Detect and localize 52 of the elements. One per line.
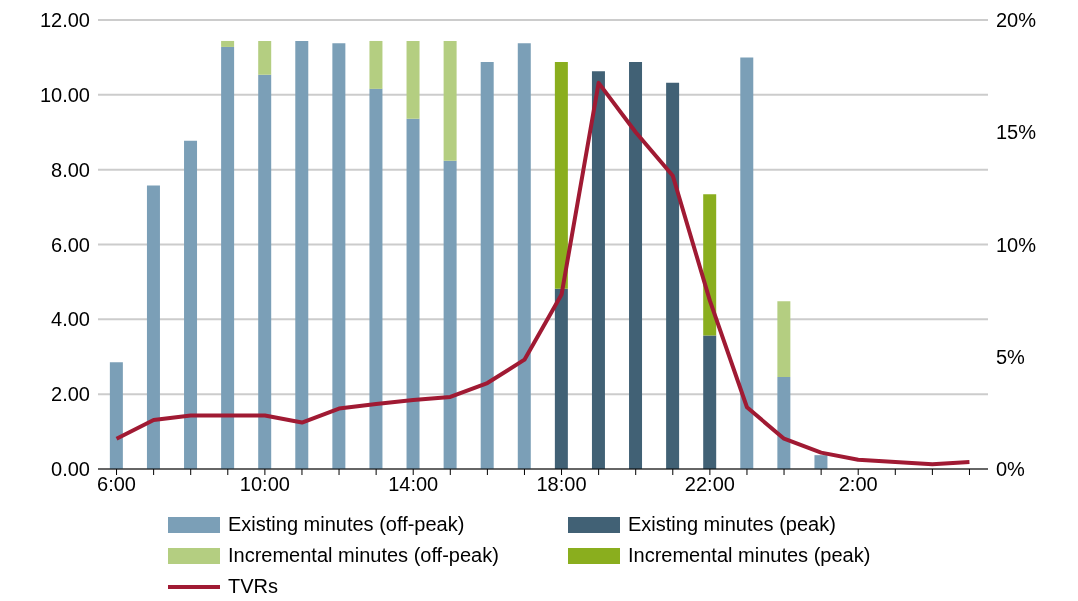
- line-series: [114, 80, 972, 467]
- bar: [629, 61, 643, 469]
- legend-label: Incremental minutes (peak): [628, 544, 871, 567]
- bar: [295, 40, 309, 469]
- legend-label: Existing minutes (peak): [628, 513, 836, 536]
- y2-tick-label: 10%: [996, 233, 1037, 256]
- bar: [666, 82, 680, 469]
- x-tick-label: 14:00: [388, 473, 439, 496]
- bar: [109, 362, 123, 469]
- y-tick-label: 12.00: [39, 9, 90, 32]
- bar: [517, 43, 531, 469]
- bar: [258, 40, 272, 75]
- bar: [258, 74, 272, 469]
- bar: [221, 40, 235, 47]
- y-tick-label: 6.00: [51, 233, 90, 256]
- bar: [703, 194, 717, 336]
- bar: [554, 288, 568, 469]
- bar: [740, 57, 754, 469]
- y-tick-label: 2.00: [51, 383, 90, 406]
- bar: [146, 185, 160, 469]
- bar: [554, 61, 568, 289]
- y-tick-label: 8.00: [51, 158, 90, 181]
- bar: [443, 160, 457, 469]
- bar: [703, 335, 717, 469]
- y2-tick-label: 15%: [996, 121, 1037, 144]
- legend-label: TVRs: [228, 575, 278, 598]
- y2-tick-label: 20%: [996, 9, 1037, 32]
- bar: [591, 71, 605, 469]
- bar: [406, 40, 420, 119]
- y-tick-label: 0.00: [51, 458, 90, 481]
- bar: [406, 118, 420, 469]
- y-tick-label: 4.00: [51, 308, 90, 331]
- bar: [369, 88, 383, 469]
- bar: [814, 455, 828, 469]
- bar: [221, 46, 235, 469]
- bar: [480, 61, 494, 469]
- bar: [369, 40, 383, 89]
- x-tick-label: 18:00: [536, 473, 587, 496]
- x-tick-label: 22:00: [684, 473, 735, 496]
- y2-tick-label: 0%: [996, 458, 1026, 481]
- bar: [332, 43, 346, 469]
- legend-label: Incremental minutes (off-peak): [228, 544, 499, 567]
- y2-tick-label: 5%: [996, 345, 1026, 368]
- x-tick-label: 10:00: [239, 473, 290, 496]
- y-tick-label: 10.00: [39, 83, 90, 106]
- bar: [777, 301, 791, 377]
- x-tick-label: 6:00: [97, 473, 137, 496]
- bar: [184, 140, 198, 469]
- x-tick-label: 2:00: [838, 473, 878, 496]
- bar: [777, 376, 791, 469]
- legend-label: Existing minutes (off-peak): [228, 513, 465, 536]
- bar: [443, 40, 457, 161]
